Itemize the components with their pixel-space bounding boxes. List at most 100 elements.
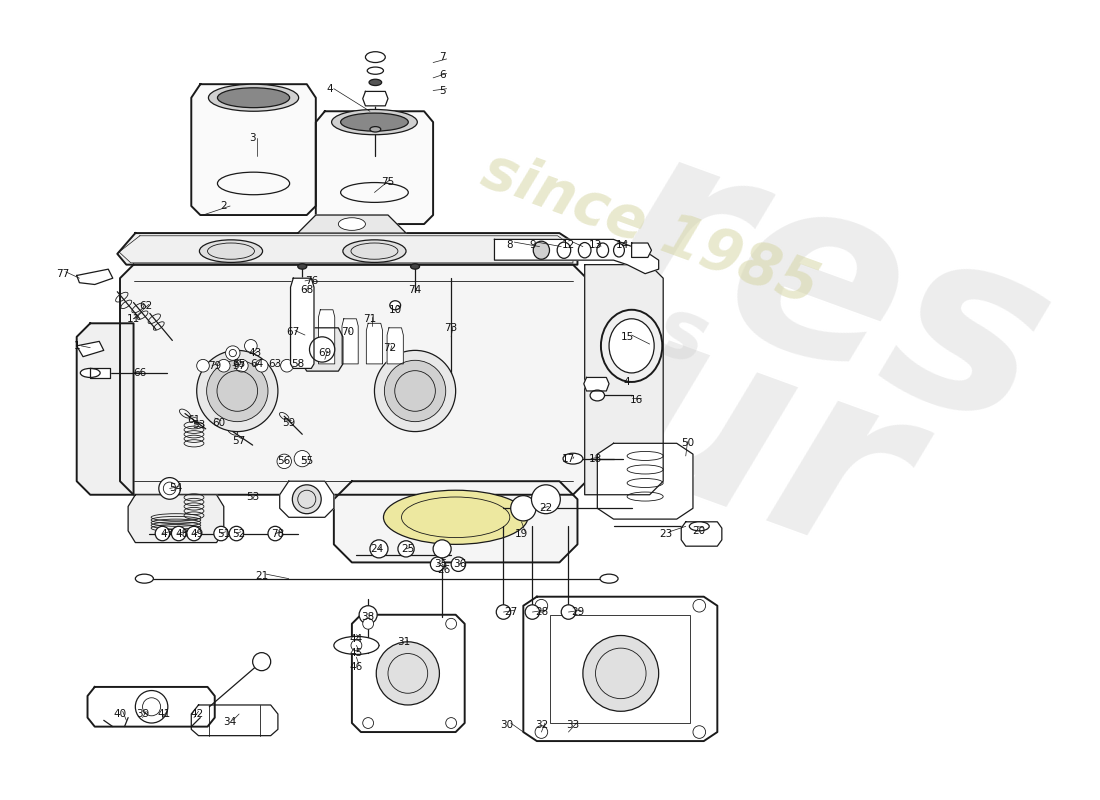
Ellipse shape [374,350,455,431]
Ellipse shape [563,454,583,464]
Circle shape [218,359,230,372]
Text: 24: 24 [371,544,384,554]
Ellipse shape [197,350,278,431]
Text: 11: 11 [126,314,140,324]
Circle shape [433,540,451,558]
Ellipse shape [207,360,268,422]
Polygon shape [298,215,406,233]
Text: 20: 20 [693,526,706,536]
Text: 2: 2 [220,201,227,211]
Ellipse shape [590,390,605,401]
Text: 58: 58 [292,359,305,369]
Ellipse shape [199,240,263,262]
Ellipse shape [609,318,654,373]
Circle shape [255,359,268,372]
Circle shape [135,690,168,723]
Text: 29: 29 [571,607,584,617]
Text: 61: 61 [187,415,200,425]
Text: 19: 19 [515,529,528,538]
Circle shape [363,618,374,629]
Circle shape [294,450,310,466]
Text: 60: 60 [212,418,224,427]
Text: 54: 54 [169,483,183,494]
Text: 25: 25 [402,544,415,554]
Text: 17: 17 [562,454,575,464]
Circle shape [158,478,180,499]
Text: 4: 4 [624,377,630,387]
Polygon shape [597,443,693,519]
Text: 52: 52 [232,529,245,538]
Text: 66: 66 [133,368,146,378]
Polygon shape [316,111,433,224]
Circle shape [244,339,257,352]
Text: since 1985: since 1985 [474,142,825,316]
Polygon shape [495,239,659,274]
Text: 41: 41 [157,709,170,719]
Ellipse shape [218,88,289,108]
Circle shape [187,526,201,541]
Text: 49: 49 [190,529,204,538]
Text: 26: 26 [438,565,451,574]
Ellipse shape [384,490,528,544]
Circle shape [446,718,456,729]
Text: 68: 68 [300,285,313,295]
Ellipse shape [368,79,382,86]
Text: 13: 13 [588,240,602,250]
Text: 74: 74 [408,285,421,295]
Polygon shape [319,310,334,364]
Text: 9: 9 [529,240,536,250]
Text: 78: 78 [272,529,285,538]
Ellipse shape [341,113,408,131]
Polygon shape [77,323,133,494]
Ellipse shape [600,574,618,583]
Text: 47: 47 [161,529,174,538]
Text: 44: 44 [350,634,363,644]
Circle shape [496,605,510,619]
Text: 4: 4 [326,84,332,94]
Text: 7: 7 [439,52,446,62]
Polygon shape [191,705,278,736]
Circle shape [693,599,705,612]
Text: 53: 53 [246,493,260,502]
Text: 5: 5 [439,86,446,97]
Text: a pas: a pas [454,220,718,382]
Text: 6: 6 [439,70,446,80]
Text: 42: 42 [190,709,204,719]
Text: 63: 63 [268,359,282,369]
Polygon shape [279,482,334,518]
Polygon shape [302,328,343,371]
Polygon shape [77,269,113,285]
Ellipse shape [614,243,625,257]
Polygon shape [290,278,314,369]
Polygon shape [681,522,722,546]
Text: 59: 59 [282,418,296,427]
Circle shape [213,526,229,541]
Bar [550,614,691,723]
Ellipse shape [135,574,153,583]
Text: 12: 12 [562,240,575,250]
Polygon shape [387,328,404,364]
Ellipse shape [690,522,710,531]
Text: 50: 50 [681,438,694,448]
Polygon shape [363,91,388,106]
Polygon shape [342,318,359,364]
Circle shape [155,526,169,541]
Text: 10: 10 [388,305,401,314]
Circle shape [535,599,548,612]
Circle shape [583,635,659,711]
Text: 30: 30 [500,720,514,730]
Text: 69: 69 [318,348,331,358]
Text: 64: 64 [251,359,264,369]
Text: 36: 36 [453,559,466,570]
Text: 62: 62 [140,301,153,311]
Ellipse shape [293,485,321,514]
Circle shape [451,557,465,571]
Circle shape [268,526,283,541]
Polygon shape [584,378,609,391]
Ellipse shape [331,110,417,134]
Circle shape [370,540,388,558]
Circle shape [363,718,374,729]
Polygon shape [128,494,223,542]
Polygon shape [90,367,110,378]
Polygon shape [88,687,214,726]
